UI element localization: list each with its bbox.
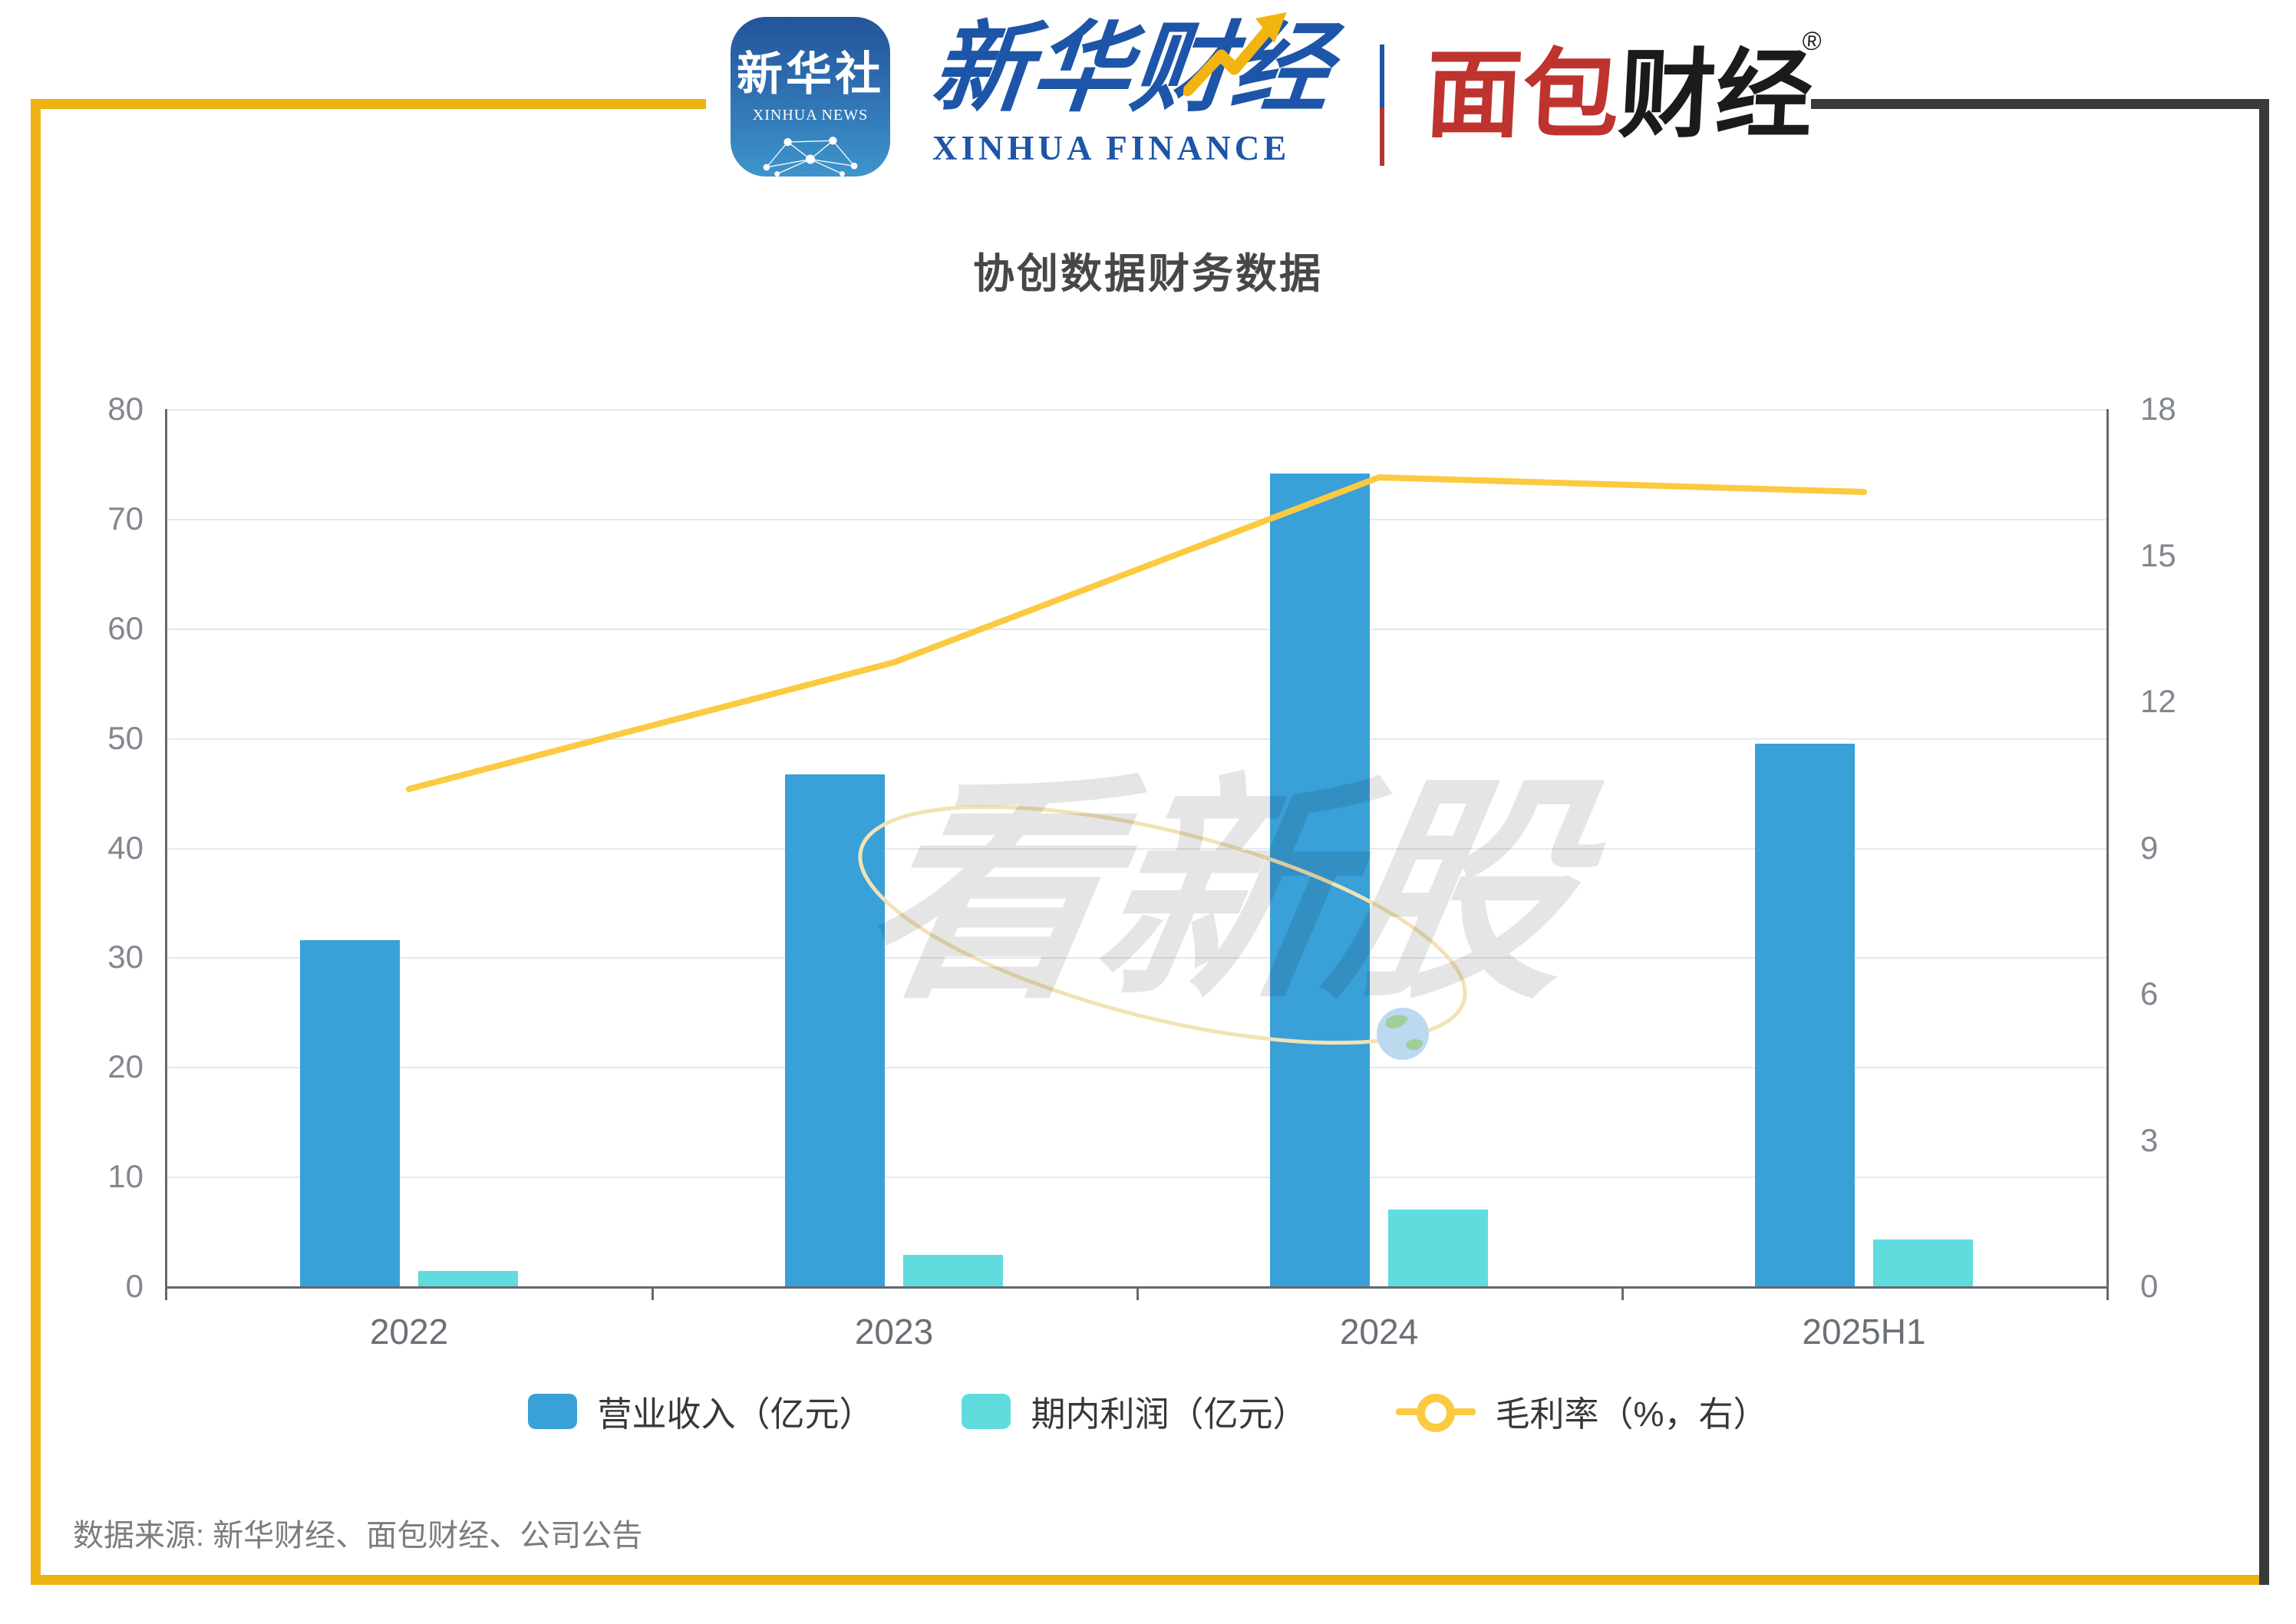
finance-arrow-icon xyxy=(1182,12,1287,97)
legend-item-margin[interactable]: 毛利率（%，右） xyxy=(1395,1386,1768,1436)
profit-bar xyxy=(1873,1239,1973,1286)
revenue-swatch-icon xyxy=(528,1393,578,1429)
gridline xyxy=(167,1067,2106,1068)
y-axis-label-left: 80 xyxy=(107,391,144,427)
frame-bottom-border xyxy=(31,1575,2269,1585)
frame-left-border xyxy=(31,99,41,1585)
x-axis-tick xyxy=(652,1286,654,1300)
profit-bar xyxy=(903,1255,1003,1286)
revenue-bar xyxy=(300,940,400,1286)
mianbao-red-text: 面包 xyxy=(1423,41,1622,149)
xinhua-icon-cn-text: 新华社 xyxy=(737,48,884,100)
xinhua-finance-en-text: XINHUA FINANCE xyxy=(932,128,1291,167)
profit-swatch-icon xyxy=(962,1393,1011,1429)
xinhua-finance-logo: 新华财经 XINHUA FINANCE xyxy=(927,12,1338,168)
legend-label-profit: 期内利润（亿元） xyxy=(1031,1395,1308,1434)
mianbao-finance-logo: 面包财经 ® xyxy=(1423,27,1822,153)
gridline xyxy=(167,629,2106,630)
gridline xyxy=(167,519,2106,520)
y-axis-label-left: 0 xyxy=(125,1268,144,1304)
frame-right-border xyxy=(2259,99,2269,1585)
xinhua-finance-cn-text: 新华财经 xyxy=(927,12,1338,124)
xinhua-icon-en-text: XINHUA NEWS xyxy=(752,107,869,124)
y-axis-label-right: 3 xyxy=(2140,1122,2159,1158)
watermark: 看新股 xyxy=(840,759,1593,1090)
profit-bar xyxy=(1388,1210,1488,1286)
x-axis-label: 2022 xyxy=(369,1312,449,1352)
y-axis-label-right: 18 xyxy=(2140,391,2176,427)
y-axis-label-right: 0 xyxy=(2140,1268,2159,1304)
legend-label-margin: 毛利率（%，右） xyxy=(1495,1395,1768,1434)
registered-trademark-icon: ® xyxy=(1801,27,1823,56)
y-axis-label-left: 30 xyxy=(107,939,144,975)
watermark-orbit-icon xyxy=(858,804,1467,1060)
mianbao-black-text: 财经 xyxy=(1616,41,1816,149)
revenue-bar xyxy=(785,774,885,1286)
y-axis-label-left: 60 xyxy=(107,610,144,646)
x-axis-tick xyxy=(1621,1286,1624,1300)
watermark-text: 看新股 xyxy=(846,759,1593,1025)
y-axis-right xyxy=(2106,409,2109,1300)
y-axis-label-left: 10 xyxy=(107,1158,144,1194)
y-axis-label-left: 40 xyxy=(107,830,144,866)
gridline xyxy=(167,848,2106,850)
frame-top-right-segment xyxy=(1811,99,2269,109)
y-axis-label-right: 15 xyxy=(2140,537,2176,573)
page-title: 协创数据财务数据 xyxy=(973,251,1323,297)
revenue-bar xyxy=(1755,744,1855,1286)
x-axis-label: 2024 xyxy=(1339,1312,1419,1352)
y-axis-label-right: 12 xyxy=(2140,683,2176,719)
logo-divider xyxy=(1380,45,1384,166)
y-axis-left xyxy=(165,409,167,1300)
gridline xyxy=(167,957,2106,959)
data-source-note: 数据来源: 新华财经、面包财经、公司公告 xyxy=(73,1519,643,1553)
y-axis-label-right: 6 xyxy=(2140,975,2159,1012)
chart-legend: 营业收入（亿元） 期内利润（亿元） 毛利率（%，右） xyxy=(0,1386,2296,1436)
gridline xyxy=(167,409,2106,411)
legend-item-revenue[interactable]: 营业收入（亿元） xyxy=(528,1386,873,1436)
x-axis-label: 2023 xyxy=(854,1312,934,1352)
y-axis-label-left: 20 xyxy=(107,1048,144,1084)
y-axis-label-left: 70 xyxy=(107,500,144,536)
profit-bar xyxy=(418,1271,518,1286)
gridline xyxy=(167,738,2106,740)
constellation-icon xyxy=(763,137,858,177)
x-axis-label: 2025H1 xyxy=(1802,1312,1926,1352)
legend-item-profit[interactable]: 期内利润（亿元） xyxy=(962,1386,1308,1436)
xinhua-news-app-icon: 新华社 XINHUA NEWS xyxy=(731,17,890,177)
y-axis-label-right: 9 xyxy=(2140,830,2159,866)
y-axis-label-left: 50 xyxy=(107,720,144,756)
x-axis-tick xyxy=(1136,1286,1139,1300)
margin-line-marker-icon xyxy=(1395,1393,1476,1432)
frame-top-left-segment xyxy=(31,99,706,109)
gridline xyxy=(167,1177,2106,1178)
legend-label-revenue: 营业收入（亿元） xyxy=(597,1395,874,1434)
